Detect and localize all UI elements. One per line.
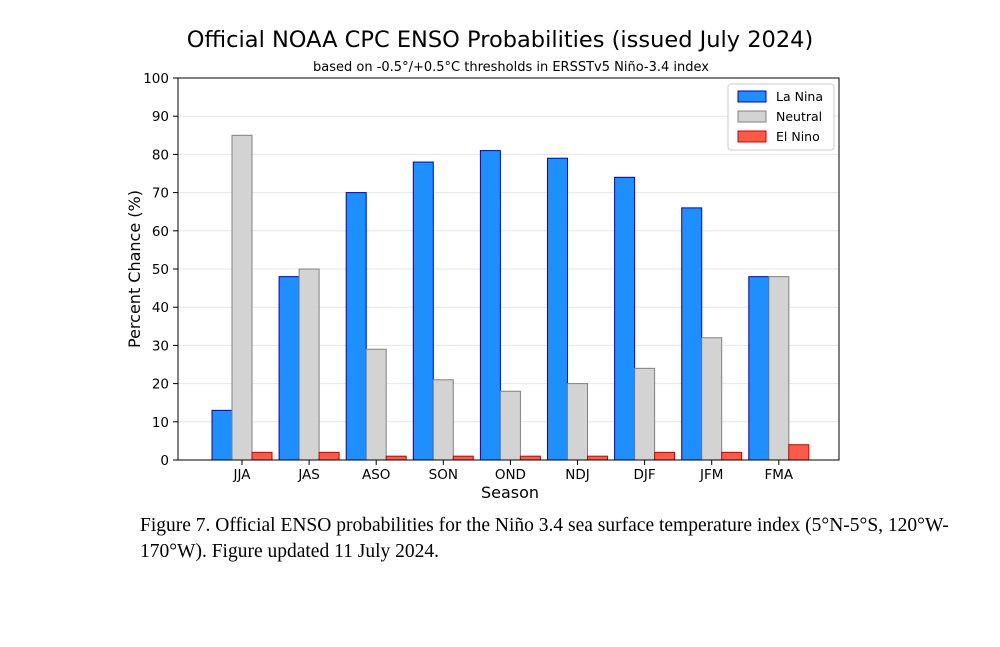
- y-axis-label: Percent Chance (%): [125, 190, 144, 348]
- bar-neutral-jas: [298, 268, 320, 461]
- x-tick-label-djf: DJF: [634, 467, 656, 483]
- bar-neutral-jfm: [701, 337, 723, 461]
- y-tick-label-50: 50: [152, 262, 169, 278]
- y-tick-label-30: 30: [152, 338, 169, 354]
- enso-bar-chart: Official NOAA CPC ENSO Probabilities (is…: [125, 27, 840, 502]
- bar-el-nino-jja: [251, 451, 273, 461]
- bar-la-nina-jfm: [681, 207, 703, 461]
- chart-subtitle: based on -0.5°/+0.5°C thresholds in ERSS…: [313, 60, 709, 75]
- bars: [211, 134, 810, 461]
- x-axis-label: Season: [481, 483, 539, 502]
- chart-title: Official NOAA CPC ENSO Probabilities (is…: [187, 27, 814, 53]
- legend-label-neutral: Neutral: [776, 109, 822, 124]
- bar-el-nino-jfm: [721, 451, 743, 461]
- y-tick-label-10: 10: [152, 415, 169, 431]
- y-tick-label-100: 100: [143, 71, 169, 87]
- y-tick-label-0: 0: [160, 453, 169, 469]
- bar-neutral-jja: [231, 134, 253, 461]
- bar-la-nina-ond: [479, 150, 501, 461]
- x-tick-label-jja: JJA: [233, 467, 252, 483]
- bar-neutral-ndj: [567, 383, 588, 461]
- legend-swatch-el-nino: [737, 130, 767, 143]
- legend-swatch-la-nina: [737, 90, 767, 103]
- y-tick-label-80: 80: [152, 147, 169, 163]
- bar-la-nina-djf: [614, 176, 636, 461]
- legend-label-el-nino: El Nino: [776, 129, 820, 144]
- x-tick-label-jas: JAS: [297, 467, 320, 483]
- legend: La Nina Neutral El Nino: [727, 83, 835, 151]
- bar-el-nino-jas: [318, 451, 340, 461]
- x-axis-ticks: JJA JAS ASO SON OND NDJ DJF JFM FMA: [233, 460, 794, 483]
- x-tick-label-son: SON: [429, 467, 458, 483]
- bar-neutral-aso: [365, 348, 387, 461]
- bar-la-nina-jas: [278, 276, 300, 461]
- x-tick-label-jfm: JFM: [699, 467, 723, 483]
- bar-neutral-djf: [634, 367, 656, 461]
- x-tick-label-fma: FMA: [764, 467, 793, 483]
- bar-la-nina-son: [412, 161, 434, 461]
- bar-el-nino-son: [452, 455, 474, 461]
- bar-el-nino-ndj: [587, 455, 608, 461]
- figure-caption: Figure 7. Official ENSO probabilities fo…: [140, 515, 949, 562]
- bar-neutral-fma: [768, 276, 790, 461]
- bar-el-nino-djf: [654, 451, 676, 461]
- legend-swatch-neutral: [737, 110, 767, 123]
- bar-el-nino-ond: [519, 455, 541, 461]
- legend-label-la-nina: La Nina: [776, 89, 823, 104]
- bar-la-nina-aso: [345, 192, 367, 461]
- x-tick-label-aso: ASO: [362, 467, 390, 483]
- bar-el-nino-fma: [788, 444, 810, 461]
- bar-la-nina-jja: [211, 409, 233, 461]
- bar-la-nina-fma: [748, 276, 770, 461]
- y-tick-label-60: 60: [152, 224, 169, 240]
- grid-lines: [178, 115, 839, 423]
- y-tick-label-20: 20: [152, 377, 169, 393]
- x-tick-label-ndj: NDJ: [565, 467, 589, 483]
- bar-neutral-son: [432, 379, 454, 461]
- y-tick-label-90: 90: [152, 109, 169, 125]
- bar-neutral-ond: [499, 390, 521, 461]
- bar-el-nino-aso: [385, 455, 407, 461]
- x-tick-label-ond: OND: [495, 467, 526, 483]
- bar-la-nina-ndj: [547, 157, 568, 461]
- y-tick-label-40: 40: [152, 300, 169, 316]
- y-tick-label-70: 70: [152, 186, 169, 202]
- y-axis-ticks: 0 10 20 30 40 50 60 70 80 90 100: [143, 71, 178, 469]
